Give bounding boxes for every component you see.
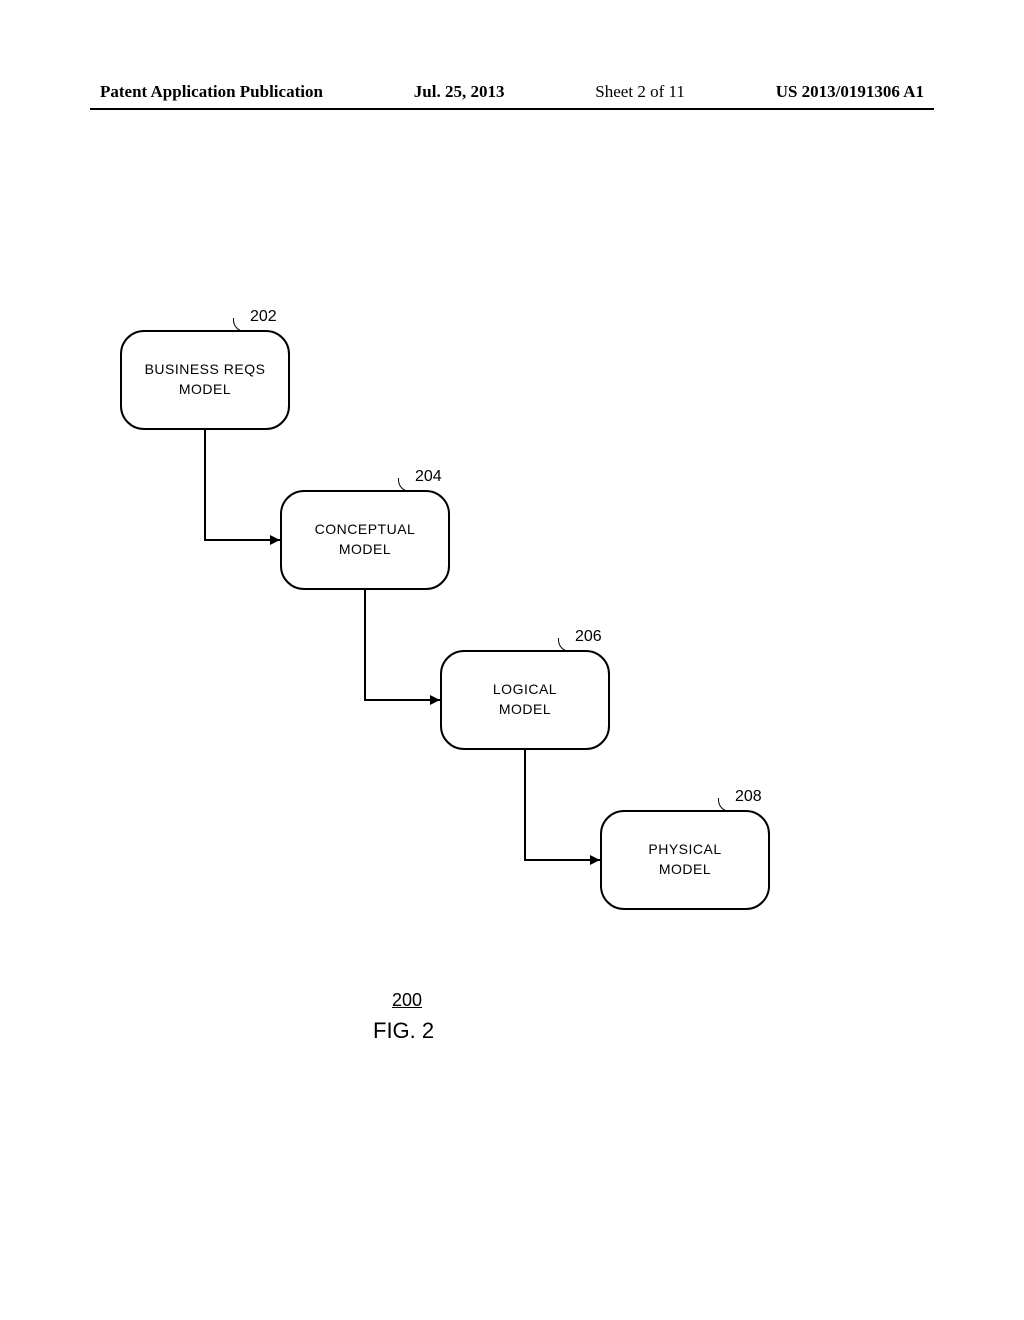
header-underline bbox=[90, 108, 934, 110]
figure-label: FIG. 2 bbox=[373, 1018, 434, 1044]
flowchart-diagram: BUSINESS REQSMODEL202CONCEPTUALMODEL204L… bbox=[120, 330, 800, 890]
node-label-line: CONCEPTUAL bbox=[315, 520, 416, 540]
header-date: Jul. 25, 2013 bbox=[414, 82, 505, 102]
node-label-line: MODEL bbox=[499, 700, 551, 720]
flowchart-node-202: BUSINESS REQSMODEL bbox=[120, 330, 290, 430]
flowchart-node-208: PHYSICALMODEL bbox=[600, 810, 770, 910]
node-label-line: MODEL bbox=[179, 380, 231, 400]
node-label-line: LOGICAL bbox=[493, 680, 557, 700]
page-header: Patent Application Publication Jul. 25, … bbox=[0, 82, 1024, 102]
reference-number-206: 206 bbox=[575, 628, 602, 646]
reference-number-202: 202 bbox=[250, 308, 277, 326]
header-publication: Patent Application Publication bbox=[100, 82, 323, 102]
header-sheet: Sheet 2 of 11 bbox=[595, 82, 685, 102]
node-label-line: MODEL bbox=[659, 860, 711, 880]
node-label-line: PHYSICAL bbox=[648, 840, 721, 860]
flowchart-node-204: CONCEPTUALMODEL bbox=[280, 490, 450, 590]
reference-number-208: 208 bbox=[735, 788, 762, 806]
header-pubnum: US 2013/0191306 A1 bbox=[776, 82, 924, 102]
node-label-line: MODEL bbox=[339, 540, 391, 560]
flowchart-node-206: LOGICALMODEL bbox=[440, 650, 610, 750]
node-label-line: BUSINESS REQS bbox=[145, 360, 266, 380]
reference-number-204: 204 bbox=[415, 468, 442, 486]
figure-number: 200 bbox=[392, 990, 422, 1011]
